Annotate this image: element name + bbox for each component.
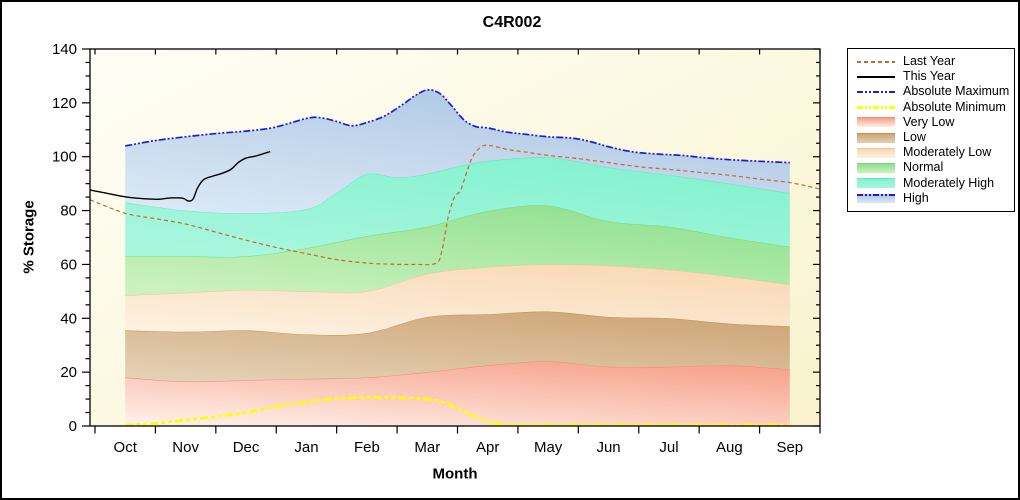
x-axis-title: Month: [432, 465, 478, 483]
this-year-line-sample-icon: [857, 75, 895, 78]
legend-label: Very Low: [903, 114, 955, 129]
svg-text:Apr: Apr: [476, 439, 499, 456]
very-low-band-sample-icon: [857, 117, 895, 128]
svg-text:80: 80: [60, 203, 77, 220]
normal-band-sample-icon: [857, 162, 895, 173]
absolute-maximum-line-sample-icon: [857, 90, 895, 93]
legend-item-moderately-low: Moderately Low: [857, 145, 1010, 160]
legend-item-last-year: Last Year: [857, 54, 1010, 69]
legend: Last Year This Year Absolute Maximum Abs…: [847, 48, 1015, 212]
legend-item-this-year: This Year: [857, 69, 1010, 84]
svg-text:140: 140: [52, 41, 77, 58]
svg-text:Aug: Aug: [716, 439, 743, 456]
legend-item-absolute-maximum: Absolute Maximum: [857, 84, 1010, 99]
legend-label: High: [903, 190, 929, 205]
legend-label: Absolute Maximum: [903, 84, 1010, 99]
legend-label: Absolute Minimum: [903, 99, 1006, 114]
legend-label: Moderately High: [903, 175, 995, 190]
legend-label: Normal: [903, 160, 944, 175]
y-axis-title: % Storage: [20, 200, 38, 274]
legend-item-moderately-high: Moderately High: [857, 176, 1010, 191]
svg-text:100: 100: [52, 149, 77, 166]
legend-label: Last Year: [903, 54, 956, 69]
last-year-line-sample-icon: [857, 60, 895, 63]
low-band-sample-icon: [857, 132, 895, 143]
svg-text:Mar: Mar: [414, 439, 440, 456]
chart-title: C4R002: [482, 14, 542, 31]
legend-item-high: High: [857, 191, 1010, 206]
svg-text:Sep: Sep: [776, 439, 803, 456]
absolute-minimum-line-sample-icon: [857, 105, 895, 109]
legend-label: Low: [903, 130, 926, 145]
svg-text:Jan: Jan: [294, 439, 318, 456]
svg-text:Jul: Jul: [659, 439, 678, 456]
svg-text:Feb: Feb: [354, 439, 380, 456]
svg-text:120: 120: [52, 95, 77, 112]
svg-text:20: 20: [60, 364, 77, 381]
svg-text:60: 60: [60, 256, 77, 273]
svg-text:May: May: [534, 439, 563, 456]
svg-text:Jun: Jun: [596, 439, 620, 456]
legend-label: This Year: [903, 69, 956, 84]
svg-text:Dec: Dec: [233, 439, 260, 456]
moderately-high-band-sample-icon: [857, 178, 895, 189]
svg-text:Oct: Oct: [114, 439, 138, 456]
moderately-low-band-sample-icon: [857, 147, 895, 158]
svg-text:Nov: Nov: [172, 439, 199, 456]
high-band-sample-icon: [857, 193, 895, 203]
legend-item-low: Low: [857, 130, 1010, 145]
legend-item-very-low: Very Low: [857, 115, 1010, 130]
legend-label: Moderately Low: [903, 145, 992, 160]
legend-item-normal: Normal: [857, 160, 1010, 175]
legend-item-absolute-minimum: Absolute Minimum: [857, 100, 1010, 115]
svg-text:0: 0: [69, 418, 77, 435]
svg-text:40: 40: [60, 310, 77, 327]
